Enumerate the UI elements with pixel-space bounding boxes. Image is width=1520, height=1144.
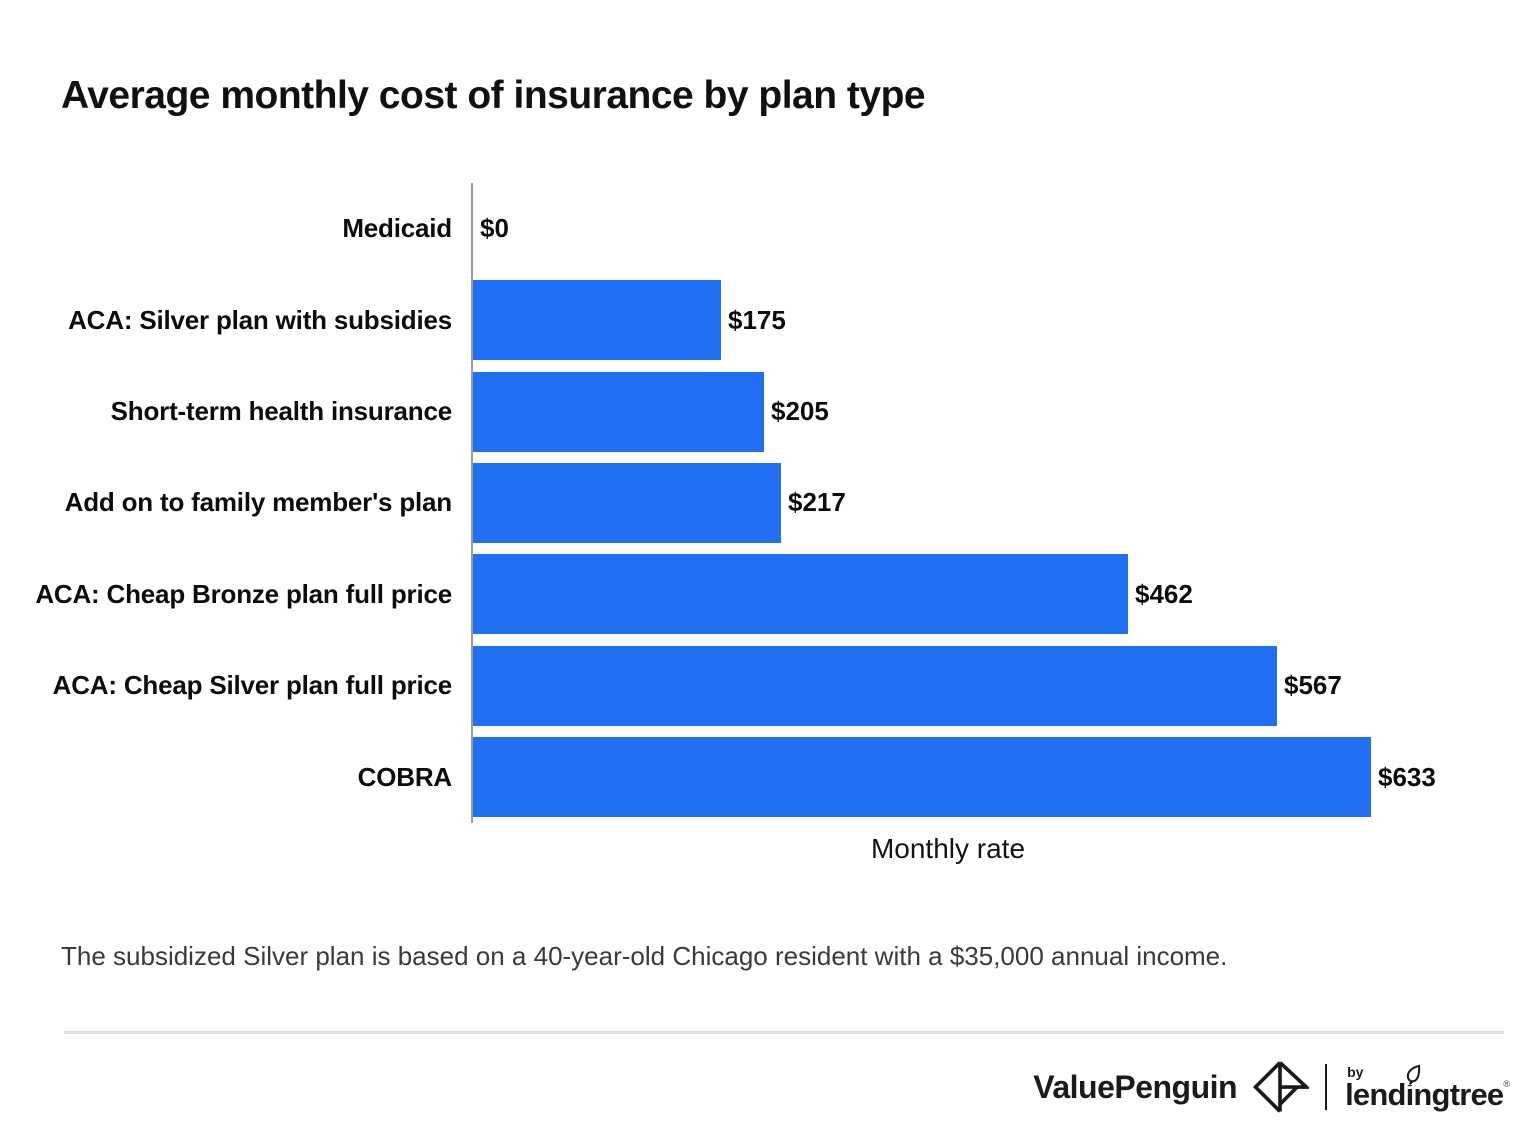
bar-area: $205	[473, 366, 1423, 457]
valuepenguin-logo-icon	[1253, 1061, 1310, 1113]
value-label: $205	[771, 396, 829, 427]
bar-area: $0	[473, 183, 1423, 274]
lendingtree-wordmark: lendingtree	[1345, 1076, 1504, 1112]
value-label: $633	[1378, 761, 1436, 792]
bar	[473, 645, 1277, 726]
bar	[473, 462, 781, 543]
bar	[473, 554, 1128, 635]
chart-row: COBRA $633	[0, 732, 1520, 823]
chart-row: Short-term health insurance $205	[0, 366, 1520, 457]
by-label: by	[1347, 1063, 1364, 1080]
category-label: ACA: Cheap Bronze plan full price	[35, 578, 452, 609]
category-label: Add on to family member's plan	[64, 487, 453, 518]
category-label: Medicaid	[342, 213, 452, 244]
chart-footnote: The subsidized Silver plan is based on a…	[61, 941, 1228, 971]
category-label: ACA: Cheap Silver plan full price	[52, 670, 453, 701]
bar	[473, 280, 721, 361]
bar-area: $462	[473, 549, 1423, 640]
bar-area: $567	[473, 640, 1423, 731]
leaf-icon	[1405, 1063, 1423, 1085]
bar-area: $175	[473, 274, 1423, 365]
value-label: $567	[1284, 670, 1342, 701]
value-label: $175	[728, 304, 786, 335]
trademark-symbol: ®	[1503, 1078, 1510, 1089]
bar-area: $217	[473, 457, 1423, 548]
value-label: $217	[788, 487, 846, 518]
footer-divider-line	[64, 1031, 1504, 1034]
value-label: $0	[480, 213, 509, 244]
valuepenguin-wordmark: ValuePenguin	[1033, 1068, 1238, 1105]
value-label: $462	[1135, 578, 1193, 609]
y-axis-line	[471, 183, 473, 823]
bar-chart: Medicaid $0 ACA: Silver plan with subsidie…	[0, 183, 1520, 823]
bar	[473, 371, 764, 452]
lendingtree-logo: by lendingtree®	[1345, 1062, 1510, 1113]
footer-brand-bar: ValuePenguin by lendingtree®	[1033, 1058, 1510, 1116]
x-axis-label: Monthly rate	[870, 833, 1026, 864]
chart-row: ACA: Cheap Silver plan full price $567	[0, 640, 1520, 731]
chart-row: ACA: Silver plan with subsidies $175	[0, 274, 1520, 365]
chart-row: ACA: Cheap Bronze plan full price $462	[0, 549, 1520, 640]
bar-area: $633	[473, 732, 1436, 823]
category-label: Short-term health insurance	[110, 396, 453, 427]
chart-title: Average monthly cost of insurance by pla…	[61, 74, 926, 117]
footer-vertical-rule	[1325, 1064, 1328, 1110]
category-label: ACA: Silver plan with subsidies	[68, 304, 452, 335]
bar	[473, 737, 1371, 818]
category-label: COBRA	[357, 761, 453, 792]
chart-row: Medicaid $0	[0, 183, 1520, 274]
chart-row: Add on to family member's plan $217	[0, 457, 1520, 548]
